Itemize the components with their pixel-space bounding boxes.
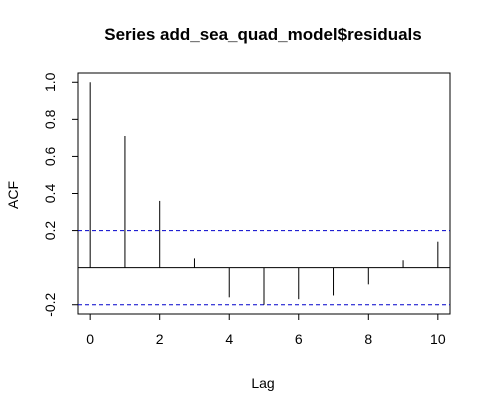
x-tick-label: 10 [430, 331, 446, 347]
y-tick-label: 0.4 [42, 184, 58, 204]
chart-marks: 0 2 4 6 8 10 -0.2 0.2 0.4 0.6 0.8 1.0 [42, 72, 450, 347]
y-tick-label: -0.2 [42, 292, 58, 316]
y-tick-label: 0.2 [42, 221, 58, 241]
y-tick-label: 0.8 [42, 109, 58, 129]
x-tick-label: 6 [295, 331, 303, 347]
x-tick-label: 4 [225, 331, 233, 347]
chart-title: Series add_sea_quad_model$residuals [104, 25, 422, 44]
y-axis-label: ACF [5, 181, 21, 209]
x-tick-label: 0 [86, 331, 94, 347]
y-tick-label: 0.6 [42, 146, 58, 166]
x-tick-label: 2 [156, 331, 164, 347]
x-tick-label: 8 [364, 331, 372, 347]
y-tick-label: 1.0 [42, 72, 58, 92]
x-axis-label: Lag [251, 375, 274, 391]
